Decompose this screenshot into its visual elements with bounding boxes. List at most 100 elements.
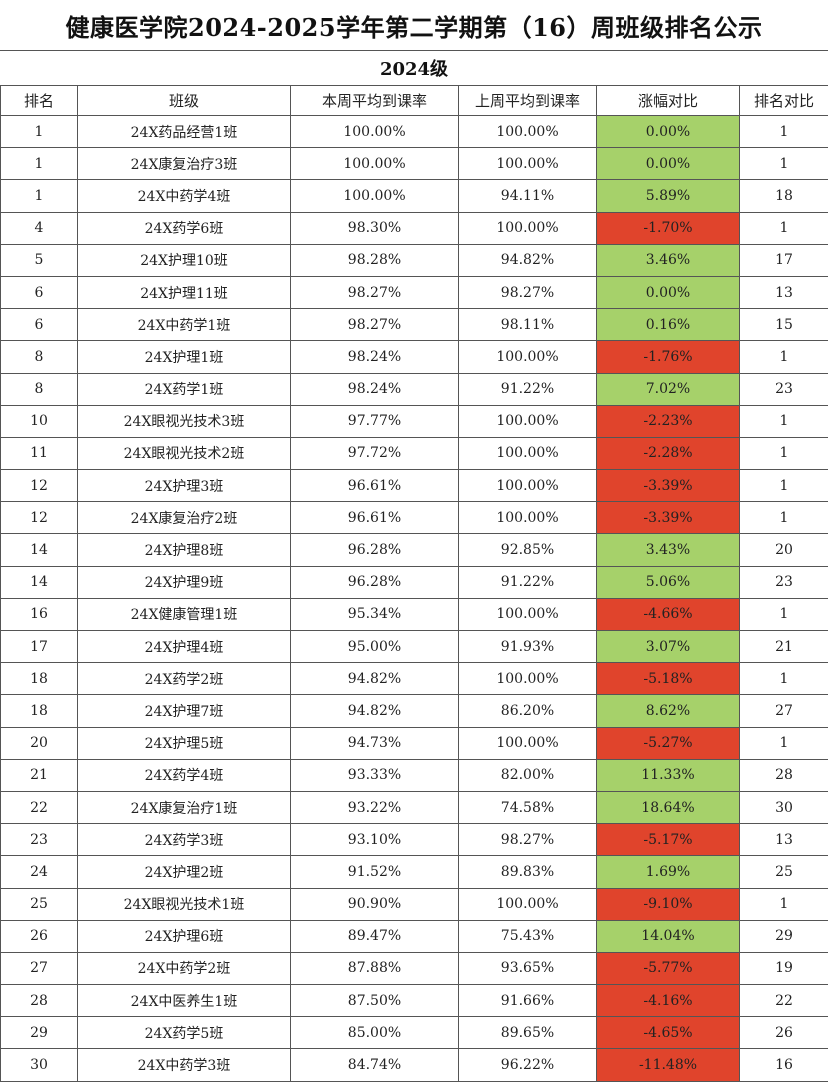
cell-prev-rank: 19 — [740, 952, 828, 984]
cell-class: 24X中药学1班 — [78, 309, 291, 341]
cell-change: -5.27% — [597, 727, 740, 759]
cell-rank: 29 — [1, 1017, 78, 1049]
cell-this-week: 95.34% — [291, 598, 459, 630]
cell-last-week: 92.85% — [459, 534, 597, 566]
cell-last-week: 96.22% — [459, 1049, 597, 1081]
cell-rank: 27 — [1, 952, 78, 984]
cell-change: 3.07% — [597, 631, 740, 663]
cell-rank: 18 — [1, 663, 78, 695]
cell-prev-rank: 1 — [740, 437, 828, 469]
cell-prev-rank: 25 — [740, 856, 828, 888]
cell-last-week: 98.11% — [459, 309, 597, 341]
cell-last-week: 91.22% — [459, 373, 597, 405]
cell-last-week: 89.65% — [459, 1017, 597, 1049]
cell-last-week: 100.00% — [459, 341, 597, 373]
cell-this-week: 95.00% — [291, 631, 459, 663]
cell-last-week: 82.00% — [459, 759, 597, 791]
cell-prev-rank: 20 — [740, 534, 828, 566]
cell-prev-rank: 1 — [740, 341, 828, 373]
cell-last-week: 100.00% — [459, 663, 597, 695]
page-title: 健康医学院2024-2025学年第二学期第（16）周班级排名公示 — [0, 0, 828, 50]
cell-change: -2.28% — [597, 437, 740, 469]
cell-class: 24X护理7班 — [78, 695, 291, 727]
cell-prev-rank: 27 — [740, 695, 828, 727]
cell-rank: 17 — [1, 631, 78, 663]
cell-this-week: 98.28% — [291, 244, 459, 276]
cell-class: 24X康复治疗1班 — [78, 791, 291, 823]
cell-change: -1.70% — [597, 212, 740, 244]
cell-prev-rank: 1 — [740, 212, 828, 244]
cell-prev-rank: 26 — [740, 1017, 828, 1049]
cell-rank: 26 — [1, 920, 78, 952]
cell-class: 24X康复治疗3班 — [78, 148, 291, 180]
cell-class: 24X护理11班 — [78, 276, 291, 308]
cell-this-week: 98.24% — [291, 373, 459, 405]
cell-change: 0.00% — [597, 276, 740, 308]
cell-class: 24X护理6班 — [78, 920, 291, 952]
cell-change: 8.62% — [597, 695, 740, 727]
cell-rank: 30 — [1, 1049, 78, 1081]
cell-rank: 1 — [1, 148, 78, 180]
cell-change: 0.16% — [597, 309, 740, 341]
cell-class: 24X康复治疗2班 — [78, 502, 291, 534]
cell-last-week: 100.00% — [459, 405, 597, 437]
cell-rank: 16 — [1, 598, 78, 630]
cell-last-week: 74.58% — [459, 791, 597, 823]
cell-last-week: 100.00% — [459, 116, 597, 148]
cell-change: -5.18% — [597, 663, 740, 695]
header-class: 班级 — [78, 86, 291, 116]
cell-rank: 28 — [1, 985, 78, 1017]
cell-this-week: 89.47% — [291, 920, 459, 952]
cell-prev-rank: 21 — [740, 631, 828, 663]
cell-last-week: 98.27% — [459, 276, 597, 308]
cell-class: 24X药学5班 — [78, 1017, 291, 1049]
header-this-week: 本周平均到课率 — [291, 86, 459, 116]
cell-class: 24X中药学3班 — [78, 1049, 291, 1081]
cell-this-week: 87.88% — [291, 952, 459, 984]
cell-this-week: 87.50% — [291, 985, 459, 1017]
cell-last-week: 100.00% — [459, 727, 597, 759]
cell-last-week: 98.27% — [459, 824, 597, 856]
cell-class: 24X护理1班 — [78, 341, 291, 373]
cell-rank: 12 — [1, 470, 78, 502]
cell-last-week: 94.11% — [459, 180, 597, 212]
cell-rank: 8 — [1, 373, 78, 405]
cell-last-week: 91.93% — [459, 631, 597, 663]
cell-rank: 20 — [1, 727, 78, 759]
cell-change: 0.00% — [597, 116, 740, 148]
cell-prev-rank: 1 — [740, 470, 828, 502]
cell-prev-rank: 1 — [740, 405, 828, 437]
cell-rank: 6 — [1, 276, 78, 308]
cell-class: 24X眼视光技术3班 — [78, 405, 291, 437]
cell-this-week: 98.27% — [291, 276, 459, 308]
cell-rank: 12 — [1, 502, 78, 534]
cell-prev-rank: 16 — [740, 1049, 828, 1081]
cell-class: 24X中医养生1班 — [78, 985, 291, 1017]
cell-this-week: 98.30% — [291, 212, 459, 244]
grade-heading: 2024级 — [0, 50, 828, 85]
cell-rank: 22 — [1, 791, 78, 823]
cell-change: -5.17% — [597, 824, 740, 856]
cell-last-week: 91.22% — [459, 566, 597, 598]
cell-this-week: 96.61% — [291, 470, 459, 502]
cell-this-week: 97.77% — [291, 405, 459, 437]
cell-prev-rank: 30 — [740, 791, 828, 823]
cell-prev-rank: 22 — [740, 985, 828, 1017]
cell-last-week: 94.82% — [459, 244, 597, 276]
cell-prev-rank: 23 — [740, 566, 828, 598]
cell-this-week: 98.27% — [291, 309, 459, 341]
cell-class: 24X中药学4班 — [78, 180, 291, 212]
